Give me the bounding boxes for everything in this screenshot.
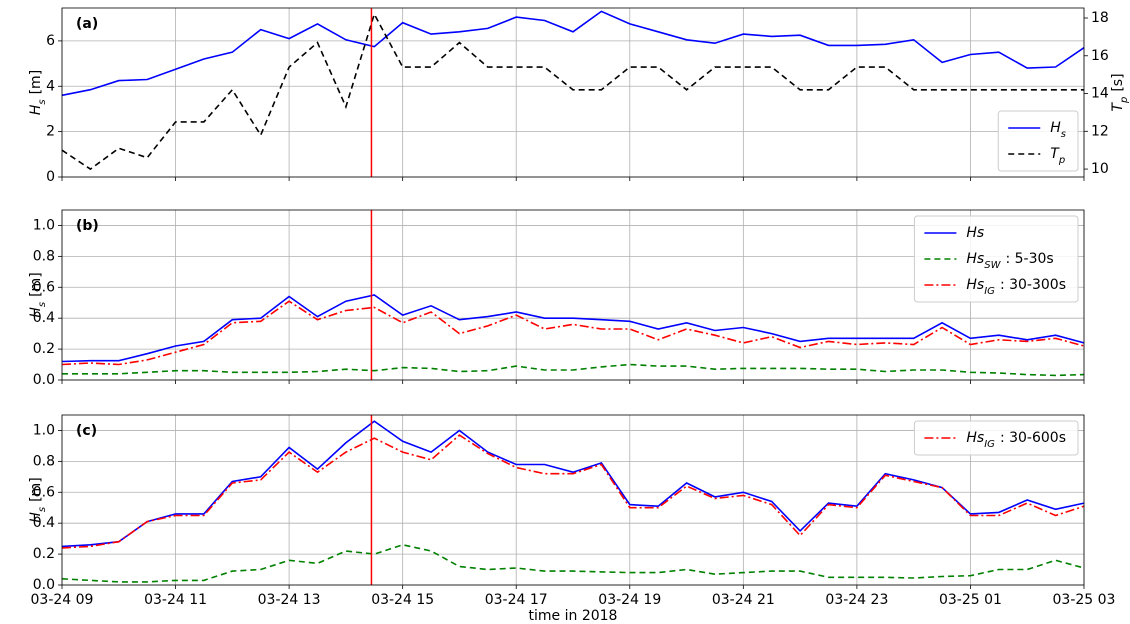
y-axis-label: Hs [m] [28,477,48,522]
x-tick-label: 03-24 17 [485,592,548,608]
legend-label: Tp [1050,146,1065,166]
label-sub: SW [984,260,1001,271]
y-tick-label: 1.0 [33,217,55,233]
series-line [61,10,1085,97]
y2-tick-label: 16 [1091,48,1109,64]
label-suffix: : 30-300s [1000,277,1066,293]
series-line [61,12,1084,171]
label-suffix: : 5-30s [1005,251,1053,267]
label-main: H [28,307,44,318]
label-main: H [28,104,44,115]
series-line [61,420,1085,548]
legend-label: Hs [966,225,984,241]
y-tick-label: 0.6 [33,279,55,295]
y-axis-label: Hs [m] [28,272,48,317]
label-main: Hs [966,277,984,293]
y-tick-label: 0.2 [33,546,55,562]
label-sub: p [1058,155,1065,166]
y-tick-label: 0.4 [33,310,55,326]
label-main: T [1050,146,1060,162]
series-line [61,434,1085,549]
panel-label: (a) [76,16,98,32]
y-tick-label: 4 [46,78,55,94]
legend-box [997,110,1079,172]
legend-box [913,215,1079,303]
y-tick-label: 0.0 [33,577,55,593]
x-tick-label: 03-24 09 [31,592,94,608]
label-main: Hs [966,251,984,267]
series-line [62,363,1085,377]
y-tick-label: 0.8 [33,248,55,264]
y2-tick-label: 18 [1091,10,1109,26]
label-suffix: [m] [28,70,44,95]
x-tick-label: 03-24 23 [825,592,888,608]
label-main: Hs [966,430,984,446]
series-line [61,543,1085,583]
legend-label: HsSW : 5-30s [966,251,1053,271]
label-sub: s [37,99,48,104]
y-tick-label: 0.4 [33,515,55,531]
x-tick-label: 03-24 15 [371,592,434,608]
legend-label: HsIG : 30-300s [966,277,1066,297]
y2-tick-label: 14 [1091,86,1109,102]
panel: 03-24 09 03-24 11 03-24 13 03-24 15 03-24 17… [28,414,1116,624]
series-line [61,294,1085,363]
label-main: Hs [966,225,984,241]
label-sub: p [1119,97,1130,104]
plot-frame [61,414,1085,586]
label-main: H [1050,120,1061,136]
label-suffix: : 30-600s [1000,430,1066,446]
y2-axis-label: Tp [s] [1110,73,1130,111]
y-tick-label: 0.6 [33,484,55,500]
x-tick-label: 03-25 01 [939,592,1002,608]
x-tick-label: 03-25 03 [1053,592,1116,608]
x-axis-label: time in 2018 [529,608,618,624]
series-line [61,300,1085,366]
label-sub: s [37,507,48,512]
label-sub: s [37,302,48,307]
label-sub: s [1061,129,1066,140]
legend-label: Hs [1050,120,1066,140]
panel-label: (b) [76,218,99,234]
plot-frame [61,209,1085,381]
y-tick-label: 2 [46,124,55,140]
label-main: H [28,512,44,523]
y-tick-label: 6 [46,33,55,49]
y-axis-label: Hs [m] [28,70,48,115]
x-tick-label: 03-24 11 [144,592,207,608]
y-tick-label: 0.8 [33,453,55,469]
label-suffix: [m] [28,272,44,297]
y2-tick-label: 12 [1091,123,1109,139]
legend-box [913,420,1079,456]
label-suffix: [m] [28,477,44,502]
x-tick-label: 03-24 19 [598,592,661,608]
panel-label: (c) [76,423,97,439]
y-tick-label: 1.0 [33,422,55,438]
y-tick-label: 0 [46,169,55,185]
x-tick-label: 03-24 21 [712,592,775,608]
label-sub: IG [984,439,995,450]
label-suffix: [s] [1110,73,1126,91]
legend: HsIG : 30-600s [913,420,1079,456]
x-tick-label: 03-24 13 [258,592,321,608]
y-tick-label: 0.0 [33,372,55,388]
y-tick-label: 0.2 [33,341,55,357]
legend-label: HsIG : 30-600s [966,430,1066,450]
y2-tick-label: 10 [1091,161,1109,177]
label-main: T [1110,102,1126,112]
label-sub: IG [984,286,995,297]
plot-frame [61,7,1085,178]
